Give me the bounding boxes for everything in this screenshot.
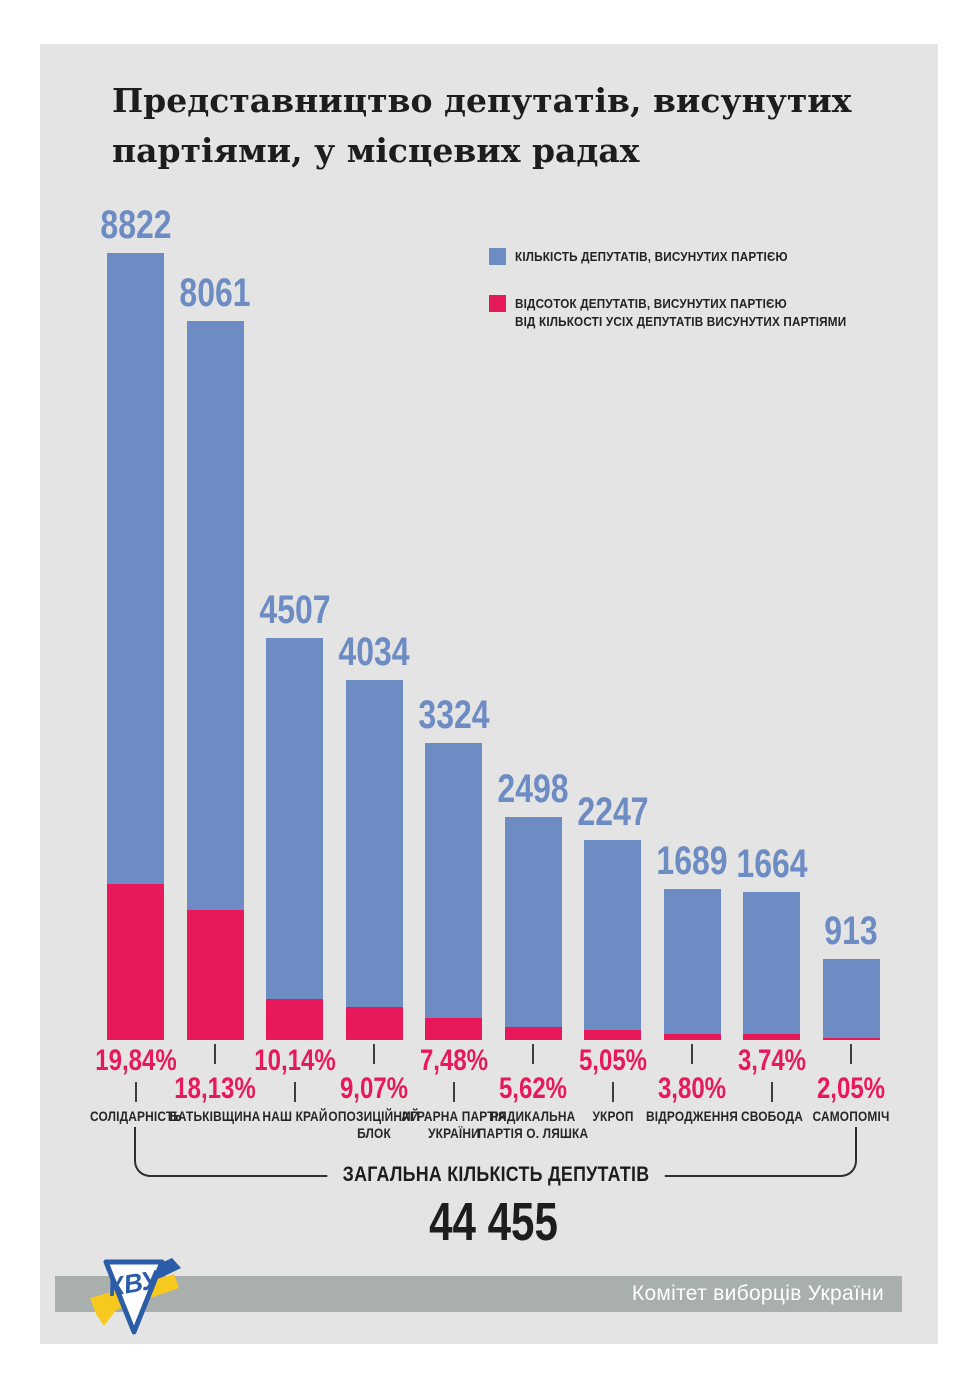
chart-legend: КІЛЬКІСТЬ ДЕПУТАТІВ, ВИСУНУТИХ ПАРТІЄЮ В…: [489, 248, 909, 360]
bar-1-tick: [134, 1082, 137, 1102]
kvu-logo: КВУ: [90, 1258, 181, 1335]
bar-6-count: [504, 817, 562, 1040]
bar-4-count: [345, 680, 403, 1040]
bar-10-value-label: 913: [824, 909, 878, 953]
logo-triangle: [103, 1259, 165, 1335]
bar-3-count: [266, 638, 323, 1040]
legend-item-count: КІЛЬКІСТЬ ДЕПУТАТІВ, ВИСУНУТИХ ПАРТІЄЮ: [489, 248, 909, 266]
footer-org-name: Комітет виборців України: [631, 1282, 884, 1305]
bar-5-tick: [452, 1082, 455, 1102]
bar-7-pct-segment: [584, 1030, 641, 1040]
bar-9-value-label: 1664: [735, 842, 808, 886]
bar-4-party-label: ОПОЗИЦІЙНИЙ БЛОК: [328, 1108, 420, 1141]
legend-item-percent: ВІДСОТОК ДЕПУТАТІВ, ВИСУНУТИХ ПАРТІЄЮ ВІ…: [489, 295, 909, 331]
legend-swatch-red-icon: [489, 295, 506, 312]
bar-1-pct-label: 19,84%: [94, 1044, 177, 1077]
bar-1-count: [107, 253, 164, 1040]
bar-5-pct-label: 7,48%: [419, 1044, 488, 1077]
bar-3-pct-label: 10,14%: [253, 1044, 336, 1077]
bar-9-count: [743, 892, 800, 1040]
bar-5-count: [425, 743, 482, 1040]
bar-8-pct-label: 3,80%: [657, 1072, 727, 1105]
bar-9-pct-segment: [743, 1034, 800, 1040]
total-bracket: ЗАГАЛЬНА КІЛЬКІСТЬ ДЕПУТАТІВ: [134, 1127, 857, 1188]
bar-7-pct-label: 5,05%: [578, 1044, 647, 1077]
bar-6-pct-segment: [504, 1027, 562, 1040]
bar-2-party-label: БАТЬКІВЩИНА: [169, 1108, 261, 1124]
bar-9-pct-label: 3,74%: [737, 1044, 806, 1077]
bar-9-tick: [770, 1082, 773, 1102]
legend-label-count: КІЛЬКІСТЬ ДЕПУТАТІВ, ВИСУНУТИХ ПАРТІЄЮ: [515, 249, 788, 264]
bar-8-party-label: ВІДРОДЖЕННЯ: [645, 1108, 739, 1124]
bar-8-pct-segment: [663, 1034, 721, 1040]
bar-1-value-label: 8822: [99, 203, 172, 247]
bar-5-party-label: АГРАРНА ПАРТІЯ УКРАЇНИ: [400, 1108, 507, 1141]
bar-5-pct-segment: [425, 1018, 482, 1040]
bar-2-pct-label: 18,13%: [174, 1072, 256, 1105]
page-title: Представництво депутатів, висунутих парт…: [112, 81, 852, 170]
bar-4-pct-segment: [345, 1007, 403, 1040]
bar-3-value-label: 4507: [258, 588, 331, 632]
legend-swatch-blue-icon: [489, 248, 506, 265]
bar-1-party-label: СОЛІДАРНІСТЬ: [89, 1108, 182, 1124]
bar-2-count: [186, 321, 244, 1040]
bar-4-value-label: 4034: [338, 630, 410, 674]
bar-6-value-label: 2498: [497, 767, 569, 811]
bar-8-tick: [691, 1044, 693, 1064]
bar-4-pct-label: 9,07%: [339, 1072, 409, 1105]
bar-8-value-label: 1689: [656, 839, 728, 883]
bar-7-tick: [611, 1082, 614, 1102]
bar-10-pct-label: 2,05%: [816, 1072, 886, 1105]
bar-2-value-label: 8061: [179, 271, 251, 315]
bar-3-pct-segment: [266, 999, 323, 1040]
bar-4-tick: [373, 1044, 375, 1064]
bar-7-count: [584, 840, 641, 1040]
bar-2-tick: [214, 1044, 216, 1064]
footer-band: Комітет виборців України: [55, 1276, 902, 1312]
bar-9-party-label: СВОБОДА: [740, 1108, 803, 1124]
bar-3-party-label: НАШ КРАЙ: [261, 1108, 328, 1124]
bar-3-tick: [293, 1082, 296, 1102]
bar-10-count: [822, 959, 880, 1040]
bar-8-count: [663, 889, 721, 1040]
bar-6-party-label: РАДИКАЛЬНА ПАРТІЯ О. ЛЯШКА: [477, 1108, 589, 1141]
bar-2-pct-segment: [186, 910, 244, 1040]
bar-7-value-label: 2247: [576, 790, 649, 834]
total-deputies-value: 44 455: [429, 1192, 558, 1252]
bar-7-party-label: УКРОП: [591, 1108, 634, 1124]
legend-label-percent: ВІДСОТОК ДЕПУТАТІВ, ВИСУНУТИХ ПАРТІЄЮ ВІ…: [515, 296, 847, 329]
bar-10-pct-segment: [822, 1038, 880, 1040]
bar-6-tick: [532, 1044, 534, 1064]
bar-10-tick: [850, 1044, 852, 1064]
bar-1-pct-segment: [107, 884, 164, 1040]
total-bracket-label: ЗАГАЛЬНА КІЛЬКІСТЬ ДЕПУТАТІВ: [326, 1162, 665, 1188]
bar-10-party-label: САМОПОМІЧ: [812, 1108, 890, 1124]
bar-6-pct-label: 5,62%: [498, 1072, 568, 1105]
bar-5-value-label: 3324: [417, 693, 490, 737]
